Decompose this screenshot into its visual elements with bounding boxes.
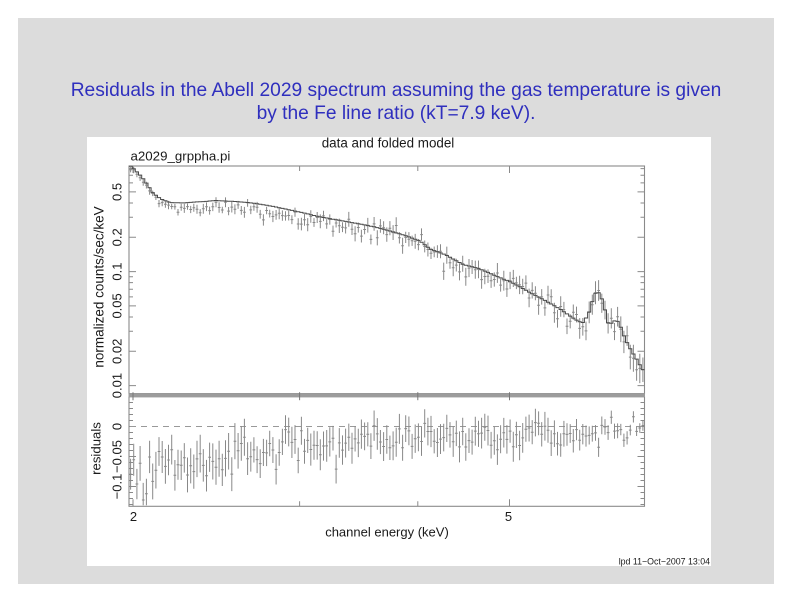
svg-text:normalized counts/sec/keV: normalized counts/sec/keV xyxy=(92,206,107,367)
svg-text:lpd 11−Oct−2007 13:04: lpd 11−Oct−2007 13:04 xyxy=(619,557,710,567)
svg-text:0.01: 0.01 xyxy=(110,373,125,398)
svg-text:0: 0 xyxy=(110,423,125,430)
svg-text:channel energy (keV): channel energy (keV) xyxy=(325,525,449,540)
svg-text:0.2: 0.2 xyxy=(110,228,125,246)
svg-text:residuals: residuals xyxy=(89,422,104,475)
svg-text:data and folded model: data and folded model xyxy=(322,136,455,151)
svg-text:0.5: 0.5 xyxy=(110,183,125,201)
svg-text:0.1: 0.1 xyxy=(110,263,125,281)
svg-text:0.02: 0.02 xyxy=(110,339,125,364)
svg-text:0.05: 0.05 xyxy=(110,293,125,318)
svg-text:5: 5 xyxy=(505,509,512,524)
svg-text:a2029_grppha.pi: a2029_grppha.pi xyxy=(131,149,231,164)
svg-text:2: 2 xyxy=(130,509,137,524)
svg-text:−0.05: −0.05 xyxy=(110,440,125,473)
svg-text:−0.1: −0.1 xyxy=(110,474,125,500)
